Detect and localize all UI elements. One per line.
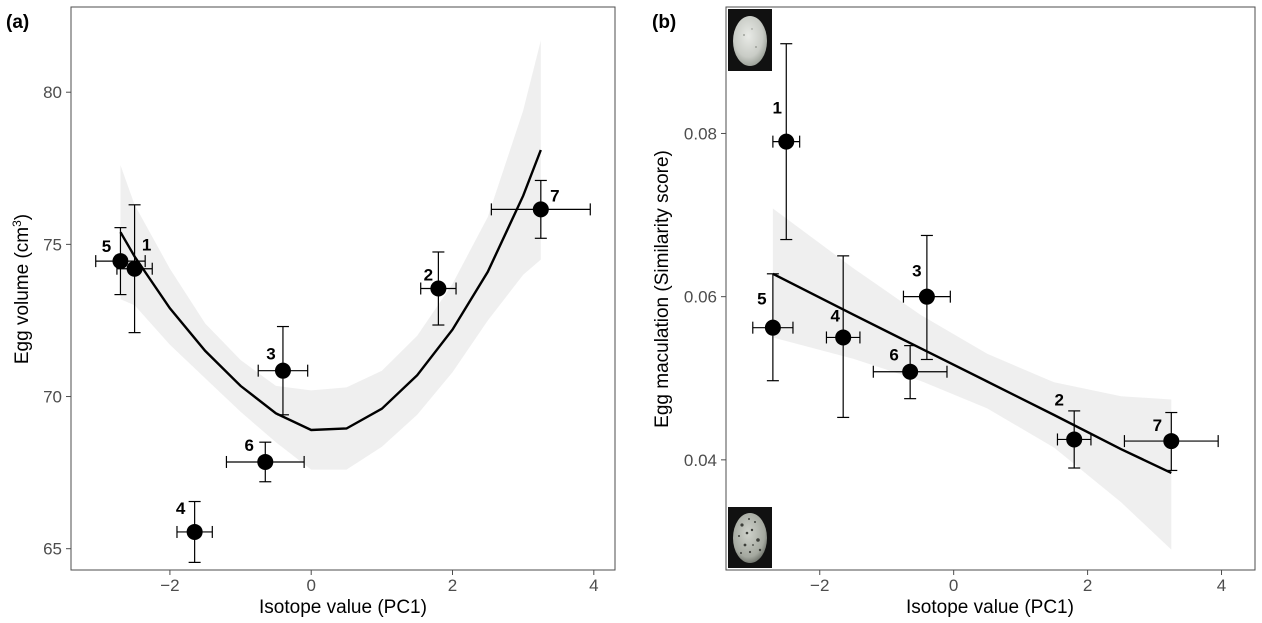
x-tick-label: 4 [1217, 576, 1226, 595]
data-points-b [764, 133, 1180, 450]
spotted-egg-photo [728, 507, 772, 568]
egg-spot [740, 523, 744, 527]
point-label-2: 2 [424, 266, 433, 285]
point-label-6: 6 [245, 436, 254, 455]
point-label-2: 2 [1054, 390, 1063, 409]
y-tick-label: 75 [43, 235, 62, 254]
y-axis-a: 65 70 75 80 [43, 83, 71, 559]
egg-speck [751, 28, 753, 30]
x-axis-b: −2 0 2 4 [810, 570, 1226, 595]
data-point-5 [764, 319, 781, 336]
y-tick-label: 0.06 [684, 288, 717, 307]
egg-spot [754, 521, 756, 523]
point-label-3: 3 [912, 262, 921, 281]
point-label-5: 5 [757, 290, 766, 309]
confidence-band-a [120, 40, 541, 470]
egg-spot [748, 550, 752, 554]
x-axis-a: −2 0 2 4 [160, 570, 599, 595]
egg-spot [745, 531, 749, 535]
point-label-7: 7 [550, 186, 559, 205]
x-tick-label: 2 [448, 576, 457, 595]
panel-letter-a: (a) [6, 12, 29, 33]
y-tick-label: 70 [43, 388, 62, 407]
fit-line-b [772, 272, 1172, 474]
egg-spot [748, 518, 750, 520]
egg-speck [755, 46, 757, 48]
data-point-6 [902, 363, 919, 380]
data-point-4 [186, 523, 203, 540]
data-point-1 [778, 133, 795, 150]
data-points-a [112, 201, 549, 540]
data-point-2 [1066, 431, 1083, 448]
point-label-6: 6 [889, 346, 898, 365]
data-point-4 [835, 329, 852, 346]
x-tick-label: 0 [949, 576, 958, 595]
data-point-1 [126, 260, 143, 277]
x-tick-label: 4 [589, 576, 598, 595]
x-tick-label: −2 [810, 576, 829, 595]
egg-spot [738, 535, 740, 537]
panel-a: (a) 1 2 3 4 5 6 7 −2 0 2 4 65 70 75 80 Isotope value… [6, 6, 616, 618]
egg-spot [750, 528, 754, 532]
x-tick-label: 2 [1083, 576, 1092, 595]
data-point-3 [274, 362, 291, 379]
y-axis-title-b: Egg maculation (Similarity score) [652, 150, 673, 428]
point-labels-b: 1 2 3 4 5 6 7 [757, 99, 1162, 435]
confidence-band-b-area [772, 208, 1172, 550]
egg-spot [756, 538, 760, 542]
y-tick-label: 0.08 [684, 124, 717, 143]
confidence-band-b [772, 208, 1172, 550]
confidence-band-a-area [120, 40, 541, 470]
plot-frame-a [70, 6, 616, 571]
point-label-4: 4 [176, 499, 186, 518]
pale-egg-photo [728, 9, 772, 71]
egg-speck [743, 34, 745, 36]
egg-spot [743, 543, 747, 547]
egg-spot [752, 544, 754, 546]
panel-letter-b: (b) [652, 12, 676, 33]
data-point-3 [918, 288, 935, 305]
x-axis-title-b: Isotope value (PC1) [906, 597, 1074, 618]
plot-frame-b [725, 6, 1256, 571]
fit-curve-a [119, 149, 542, 432]
y-tick-label: 0.04 [684, 451, 717, 470]
egg-spot [740, 552, 742, 554]
egg-spot [758, 548, 762, 552]
point-label-5: 5 [102, 237, 111, 256]
data-point-7 [532, 201, 549, 218]
x-tick-label: −2 [160, 576, 179, 595]
egg-spots [738, 518, 762, 554]
data-point-7 [1163, 433, 1180, 450]
x-axis-title-a: Isotope value (PC1) [259, 597, 427, 618]
y-tick-label: 65 [43, 540, 62, 559]
fit-b-line [772, 272, 1172, 474]
data-point-5 [112, 253, 129, 270]
panel-b: (b) 1 2 3 4 5 6 7 −2 0 2 4 0.04 0.06 0.08 Isotope v… [652, 6, 1256, 618]
y-axis-title-a-close: ) [12, 214, 33, 220]
y-axis-title-a-sup: 3 [10, 220, 24, 227]
fit-a-line [119, 149, 542, 432]
point-labels-a: 1 2 3 4 5 6 7 [102, 186, 560, 518]
point-label-1: 1 [142, 236, 151, 255]
point-label-4: 4 [830, 306, 840, 325]
data-point-2 [430, 280, 447, 297]
y-axis-title-a: Egg volume (cm3) [10, 214, 33, 364]
point-label-7: 7 [1153, 416, 1162, 435]
y-axis-b: 0.04 0.06 0.08 [684, 124, 726, 470]
data-point-6 [257, 453, 274, 470]
pale-egg-icon [733, 16, 767, 66]
y-tick-label: 80 [43, 83, 62, 102]
point-label-3: 3 [266, 345, 275, 364]
point-label-1: 1 [773, 99, 782, 118]
spotted-egg-icon [733, 513, 767, 563]
x-tick-label: 0 [306, 576, 315, 595]
y-axis-title-a-main: Egg volume (cm [12, 227, 33, 364]
